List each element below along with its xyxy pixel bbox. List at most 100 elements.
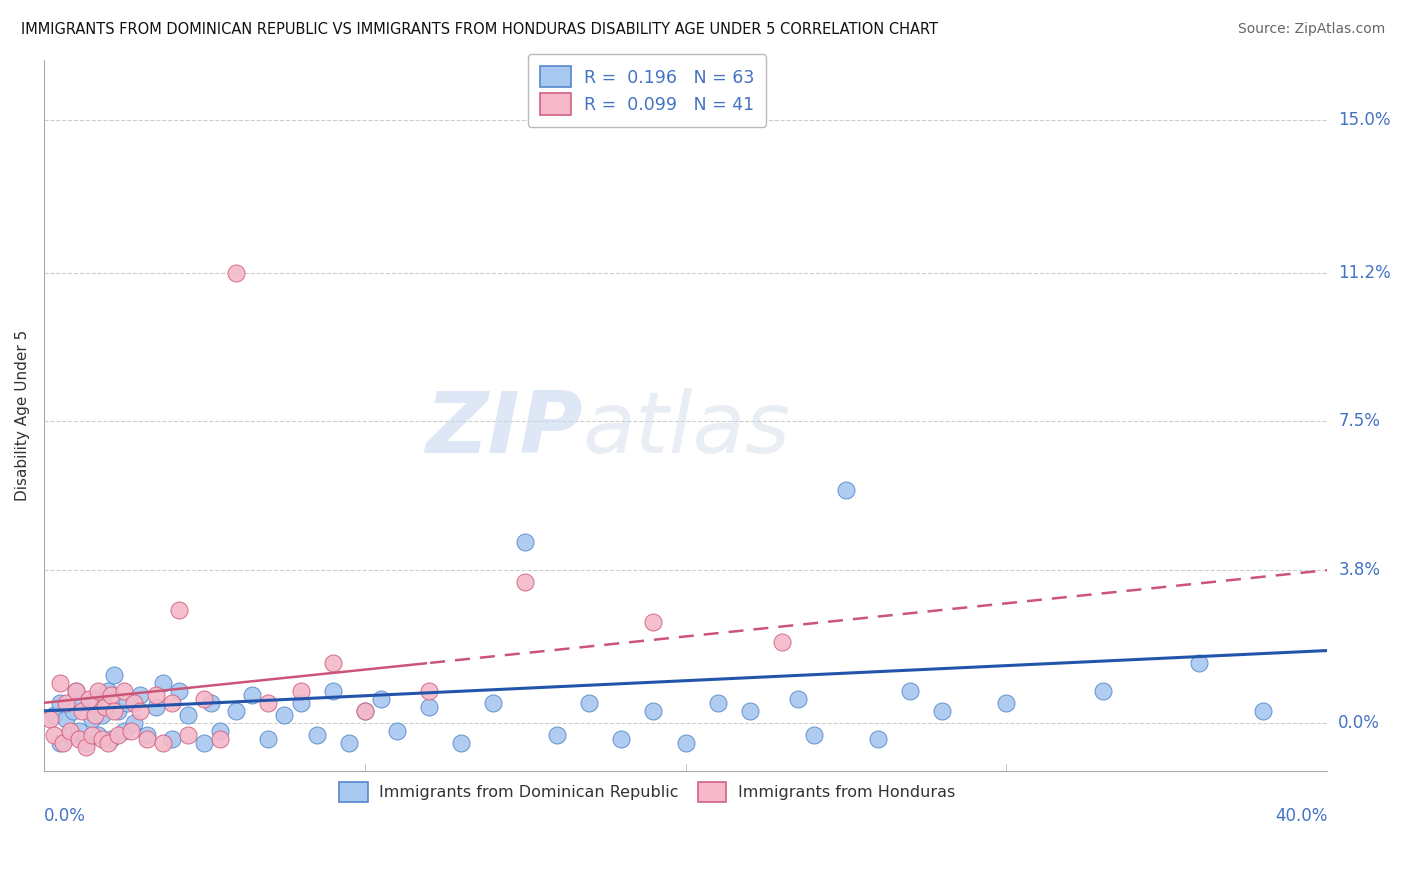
Point bbox=[75, 739, 97, 754]
Point bbox=[1091, 683, 1114, 698]
Point bbox=[87, 728, 110, 742]
Point bbox=[177, 728, 200, 742]
Point bbox=[322, 656, 344, 670]
Point bbox=[866, 731, 889, 746]
Point bbox=[257, 731, 280, 746]
Point bbox=[1188, 656, 1211, 670]
Point bbox=[103, 667, 125, 681]
Point bbox=[546, 728, 568, 742]
Point bbox=[58, 723, 80, 738]
Point bbox=[643, 704, 665, 718]
Point bbox=[80, 712, 103, 726]
Point bbox=[418, 699, 440, 714]
Point bbox=[67, 723, 90, 738]
Point bbox=[177, 707, 200, 722]
Point bbox=[145, 699, 167, 714]
Point bbox=[58, 728, 80, 742]
Point bbox=[167, 603, 190, 617]
Point bbox=[129, 688, 152, 702]
Point bbox=[167, 683, 190, 698]
Point bbox=[145, 688, 167, 702]
Point bbox=[97, 736, 120, 750]
Point bbox=[97, 683, 120, 698]
Point bbox=[72, 704, 94, 718]
Point bbox=[482, 696, 505, 710]
Point bbox=[117, 696, 139, 710]
Text: 3.8%: 3.8% bbox=[1339, 561, 1381, 579]
Point bbox=[49, 736, 72, 750]
Text: 40.0%: 40.0% bbox=[1275, 806, 1327, 825]
Point bbox=[120, 723, 142, 738]
Text: 0.0%: 0.0% bbox=[1339, 714, 1381, 732]
Point bbox=[42, 707, 65, 722]
Point bbox=[370, 691, 392, 706]
Point bbox=[112, 723, 135, 738]
Point bbox=[835, 483, 858, 497]
Point bbox=[193, 736, 215, 750]
Point bbox=[112, 683, 135, 698]
Point bbox=[72, 696, 94, 710]
Point bbox=[200, 696, 222, 710]
Point bbox=[931, 704, 953, 718]
Point bbox=[80, 728, 103, 742]
Point bbox=[995, 696, 1018, 710]
Point bbox=[803, 728, 825, 742]
Point bbox=[49, 675, 72, 690]
Point bbox=[290, 696, 312, 710]
Text: 15.0%: 15.0% bbox=[1339, 111, 1391, 129]
Legend: Immigrants from Dominican Republic, Immigrants from Honduras: Immigrants from Dominican Republic, Immi… bbox=[328, 771, 966, 813]
Point bbox=[578, 696, 600, 710]
Point bbox=[242, 688, 264, 702]
Point bbox=[152, 736, 174, 750]
Point bbox=[67, 731, 90, 746]
Text: 7.5%: 7.5% bbox=[1339, 412, 1381, 431]
Text: IMMIGRANTS FROM DOMINICAN REPUBLIC VS IMMIGRANTS FROM HONDURAS DISABILITY AGE UN: IMMIGRANTS FROM DOMINICAN REPUBLIC VS IM… bbox=[21, 22, 938, 37]
Point bbox=[1251, 704, 1274, 718]
Point bbox=[786, 691, 808, 706]
Point bbox=[49, 696, 72, 710]
Point bbox=[160, 696, 183, 710]
Point bbox=[65, 683, 87, 698]
Point bbox=[418, 683, 440, 698]
Point bbox=[385, 723, 408, 738]
Point bbox=[129, 704, 152, 718]
Point bbox=[90, 707, 112, 722]
Point bbox=[65, 683, 87, 698]
Point bbox=[90, 731, 112, 746]
Point bbox=[87, 683, 110, 698]
Point bbox=[322, 683, 344, 698]
Point bbox=[209, 731, 232, 746]
Text: 11.2%: 11.2% bbox=[1339, 264, 1391, 282]
Point bbox=[898, 683, 921, 698]
Point bbox=[610, 731, 633, 746]
Point bbox=[77, 691, 100, 706]
Point bbox=[107, 704, 129, 718]
Point bbox=[135, 731, 157, 746]
Point bbox=[107, 728, 129, 742]
Point bbox=[337, 736, 360, 750]
Point bbox=[225, 266, 247, 280]
Point bbox=[290, 683, 312, 698]
Y-axis label: Disability Age Under 5: Disability Age Under 5 bbox=[15, 330, 30, 501]
Point bbox=[52, 736, 75, 750]
Point bbox=[122, 696, 145, 710]
Point bbox=[135, 728, 157, 742]
Point bbox=[55, 696, 77, 710]
Point bbox=[100, 731, 122, 746]
Point bbox=[770, 635, 793, 649]
Point bbox=[39, 712, 62, 726]
Text: ZIP: ZIP bbox=[425, 388, 583, 471]
Point bbox=[94, 699, 117, 714]
Point bbox=[450, 736, 472, 750]
Point bbox=[209, 723, 232, 738]
Point bbox=[305, 728, 328, 742]
Text: Source: ZipAtlas.com: Source: ZipAtlas.com bbox=[1237, 22, 1385, 37]
Point bbox=[643, 615, 665, 630]
Point bbox=[257, 696, 280, 710]
Point bbox=[738, 704, 761, 718]
Text: atlas: atlas bbox=[583, 388, 790, 471]
Point bbox=[193, 691, 215, 706]
Point bbox=[100, 688, 122, 702]
Point bbox=[62, 704, 84, 718]
Point bbox=[353, 704, 375, 718]
